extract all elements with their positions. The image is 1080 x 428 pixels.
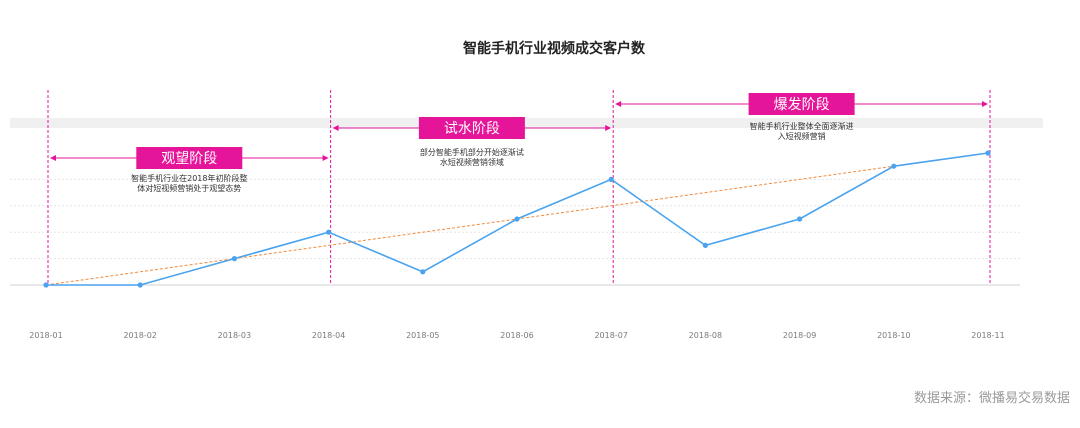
series-0-point-9 bbox=[891, 163, 897, 169]
series-0-point-2 bbox=[231, 256, 237, 262]
x-tick-label-8: 2018-09 bbox=[783, 331, 816, 340]
x-tick-label-9: 2018-10 bbox=[877, 331, 910, 340]
x-tick-label-6: 2018-07 bbox=[594, 331, 627, 340]
phase-0-label-box bbox=[136, 147, 243, 169]
phase-1-label-box bbox=[418, 117, 525, 139]
x-tick-label-4: 2018-05 bbox=[406, 331, 439, 340]
series-0-point-1 bbox=[137, 282, 143, 288]
series-0-point-0 bbox=[43, 282, 49, 288]
chart-title: 智能手机行业视频成交客户数 bbox=[462, 40, 646, 57]
series-0-point-3 bbox=[326, 229, 332, 235]
series-0-point-10 bbox=[985, 150, 991, 156]
phase-2-label-box bbox=[748, 93, 855, 115]
series-0-point-8 bbox=[797, 216, 803, 222]
top-band bbox=[10, 118, 1043, 128]
phase-1-label: 试水阶段 bbox=[444, 121, 500, 137]
series-0-point-6 bbox=[608, 176, 614, 182]
phase-2-arrow-right bbox=[982, 101, 988, 107]
x-tick-label-0: 2018-01 bbox=[29, 331, 62, 340]
x-tick-label-7: 2018-08 bbox=[689, 331, 722, 340]
x-tick-label-5: 2018-06 bbox=[500, 331, 533, 340]
x-tick-label-1: 2018-02 bbox=[123, 331, 156, 340]
phase-0-note-line-1: 体对短视频营销处于观望态势 bbox=[137, 183, 241, 193]
source-note: 数据来源：微播易交易数据 bbox=[914, 390, 1070, 406]
x-tick-label-3: 2018-04 bbox=[312, 331, 345, 340]
data-series bbox=[43, 150, 991, 288]
phase-0-arrow-right bbox=[322, 155, 329, 161]
x-tick-label-10: 2018-11 bbox=[971, 331, 1004, 340]
phase-1-arrow-left bbox=[332, 125, 339, 131]
phase-0-label: 观望阶段 bbox=[161, 151, 217, 167]
series-0-point-7 bbox=[702, 242, 709, 248]
phase-2-note-line-0: 智能手机行业整体全面逐渐进 bbox=[750, 121, 854, 131]
phase-2-label: 爆发阶段 bbox=[774, 97, 830, 113]
phase-1-note-line-0: 部分智能手机部分开始逐渐试 bbox=[420, 147, 524, 157]
series-0-point-5 bbox=[514, 216, 520, 222]
phase-2-note-line-1: 入短视频营销 bbox=[778, 131, 826, 141]
phase-2-arrow-left bbox=[615, 101, 622, 107]
x-axis-ticks: 2018-01 2018-02 2018-03 2018-04 2018-05 2018-… bbox=[29, 331, 1004, 340]
phase-1-arrow-right bbox=[605, 125, 612, 131]
phase-0-note-line-0: 智能手机行业在2018年初阶段整 bbox=[131, 173, 247, 183]
x-tick-label-2: 2018-03 bbox=[218, 331, 251, 340]
phase-0-arrow-left bbox=[50, 155, 56, 161]
phase-1-note-line-1: 水短视频营销领域 bbox=[440, 157, 504, 167]
grid bbox=[10, 178, 1020, 286]
series-0-point-4 bbox=[420, 269, 426, 275]
